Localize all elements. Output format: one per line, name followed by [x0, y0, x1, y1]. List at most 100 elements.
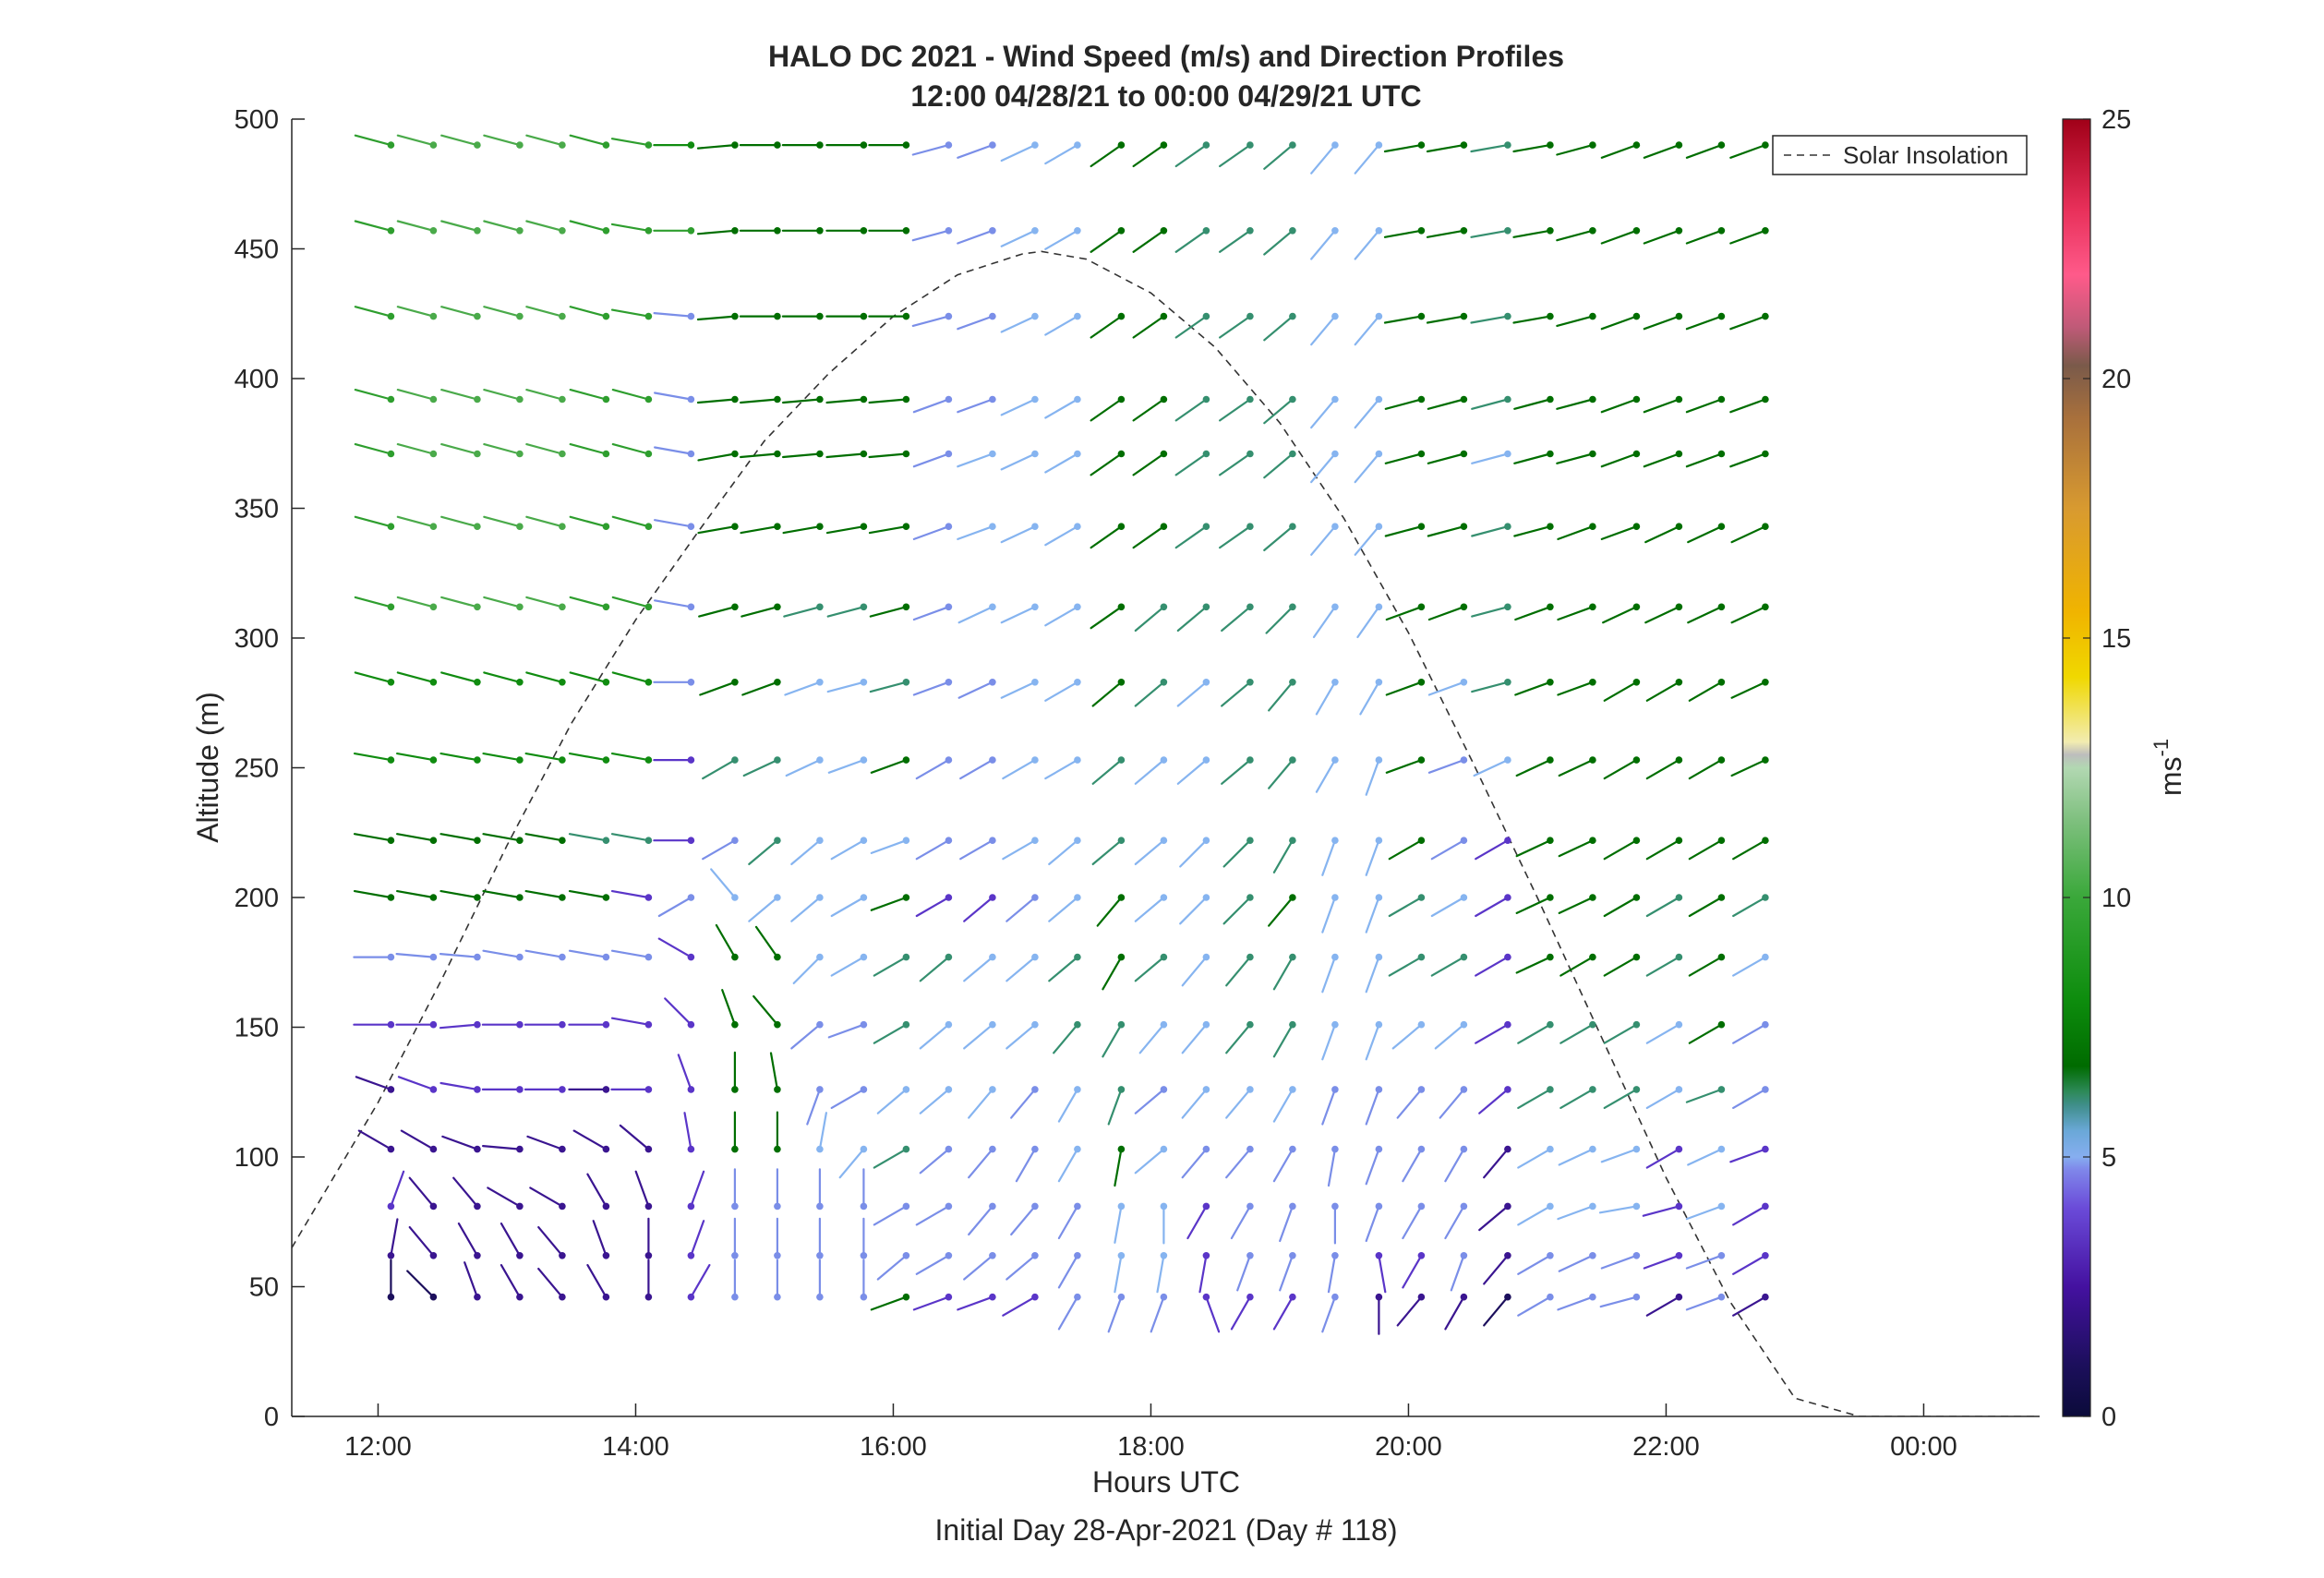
wind-barb-shaft	[1470, 229, 1510, 238]
wind-barb-dot	[1246, 1145, 1254, 1153]
wind-barb-shaft	[357, 1129, 392, 1150]
wind-barb-shaft	[1044, 398, 1079, 419]
wind-barb-dot	[687, 679, 695, 686]
wind-barb-dot	[1375, 603, 1383, 611]
x-tick-label: 14:00	[602, 1432, 669, 1462]
wind-barb-dot	[1632, 1086, 1641, 1093]
wind-barb-shaft	[1685, 1088, 1723, 1103]
wind-barb-shaft	[1556, 144, 1595, 156]
wind-barb-dot	[687, 450, 695, 458]
wind-barb-shaft	[396, 515, 435, 528]
wind-barb-shaft	[826, 681, 865, 693]
wind-barb-dot	[774, 1086, 781, 1093]
wind-barb-dot	[559, 894, 566, 901]
wind-barb-shaft	[1272, 839, 1294, 873]
wind-barb-shaft	[525, 515, 564, 528]
wind-barb-dot	[1762, 756, 1769, 764]
wind-barb-shaft	[569, 306, 608, 318]
colorbar-tick-label: 15	[2101, 624, 2131, 654]
wind-barb-dot	[945, 953, 953, 961]
wind-barb-dot	[1375, 894, 1383, 901]
wind-barb-dot	[989, 1020, 996, 1029]
wind-barb-shaft	[440, 306, 479, 318]
wind-barb-shaft	[1601, 606, 1638, 624]
wind-barb-shaft	[353, 889, 392, 899]
wind-barb-shaft	[1384, 525, 1423, 537]
wind-barb-shaft	[753, 994, 779, 1026]
wind-barb-dot	[516, 523, 524, 530]
wind-barb-shaft	[483, 443, 522, 455]
wind-barb-dot	[387, 141, 395, 149]
wind-barb-shaft	[452, 1176, 479, 1208]
wind-barb-dot	[687, 1020, 695, 1029]
wind-barb-shaft	[1473, 758, 1510, 777]
wind-barb-shaft	[1732, 839, 1767, 861]
wind-barb-dot	[559, 1086, 566, 1093]
wind-barb-shaft	[1000, 606, 1037, 624]
wind-barb-shaft	[1515, 896, 1552, 915]
wind-barb-shaft	[1174, 144, 1208, 168]
wind-barb-shaft	[1090, 315, 1123, 339]
wind-barb-dot	[902, 395, 910, 404]
wind-barb-dot	[602, 1086, 610, 1093]
wind-barb-dot	[1675, 1020, 1683, 1029]
wind-barb-dot	[1074, 894, 1081, 901]
wind-barb-dot	[429, 227, 438, 235]
wind-barb-shaft	[525, 389, 564, 401]
wind-barb-dot	[1417, 312, 1426, 320]
wind-barb-dot	[1547, 227, 1554, 235]
wind-barb-shaft	[963, 896, 994, 922]
wind-barb-dot	[1246, 227, 1254, 235]
wind-barb-dot	[1717, 756, 1726, 764]
wind-barb-dot	[516, 141, 524, 149]
wind-barb-dot	[387, 603, 395, 611]
wind-barb-shaft	[1107, 1088, 1123, 1126]
wind-barb-shaft	[657, 937, 692, 958]
wind-barb-dot	[1717, 1202, 1726, 1211]
wind-barb-dot	[1417, 1086, 1426, 1093]
wind-barb-shaft	[1263, 144, 1294, 170]
wind-barb-shaft	[611, 515, 650, 528]
wind-barb-dot	[474, 894, 481, 901]
wind-barb-dot	[516, 953, 524, 961]
wind-barb-shaft	[611, 671, 650, 683]
wind-barb-dot	[1202, 1145, 1210, 1153]
wind-barb-shaft	[1643, 315, 1680, 331]
wind-barb-dot	[1589, 227, 1596, 235]
solar-insolation-series	[292, 250, 2040, 1416]
wind-barb-shaft	[1114, 1205, 1123, 1244]
wind-barb-shaft	[396, 443, 435, 455]
wind-barb-dot	[1202, 1020, 1210, 1029]
wind-barb-shaft	[482, 949, 522, 958]
x-tick-label: 18:00	[1117, 1432, 1185, 1462]
wind-barb-shaft	[525, 671, 564, 683]
wind-barb-dot	[1504, 837, 1511, 844]
wind-barb-shaft	[1512, 315, 1552, 324]
wind-barb-dot	[1375, 1293, 1383, 1301]
wind-barb-dot	[687, 312, 695, 320]
wind-barb-shaft	[1730, 681, 1767, 699]
wind-barb-dot	[1246, 603, 1254, 611]
wind-barb-dot	[516, 227, 524, 235]
wind-barb-shaft	[957, 1295, 994, 1311]
wind-barb-shaft	[1174, 525, 1208, 549]
wind-barb-shaft	[830, 956, 865, 977]
wind-barb-shaft	[1279, 1254, 1294, 1292]
wind-barb-dot	[1031, 1252, 1039, 1259]
wind-barb-shaft	[1000, 229, 1037, 247]
wind-barb-shaft	[1514, 606, 1552, 621]
wind-barb-shaft	[1000, 398, 1037, 416]
wind-barb-dot	[602, 395, 610, 404]
wind-barb-shaft	[915, 839, 950, 861]
wind-barb-shaft	[912, 525, 950, 541]
solar-insolation-line	[292, 250, 2040, 1416]
wind-barb-dot	[1589, 523, 1596, 530]
wind-barb-shaft	[653, 391, 692, 401]
wind-barb-dot	[816, 1020, 824, 1029]
wind-barb-dot	[860, 227, 868, 235]
wind-barb-shaft	[1729, 229, 1767, 245]
wind-barb-shaft	[408, 1225, 435, 1257]
wind-barb-shaft	[1688, 839, 1723, 861]
wind-barb-dot	[1246, 523, 1254, 530]
wind-barb-dot	[774, 141, 781, 149]
